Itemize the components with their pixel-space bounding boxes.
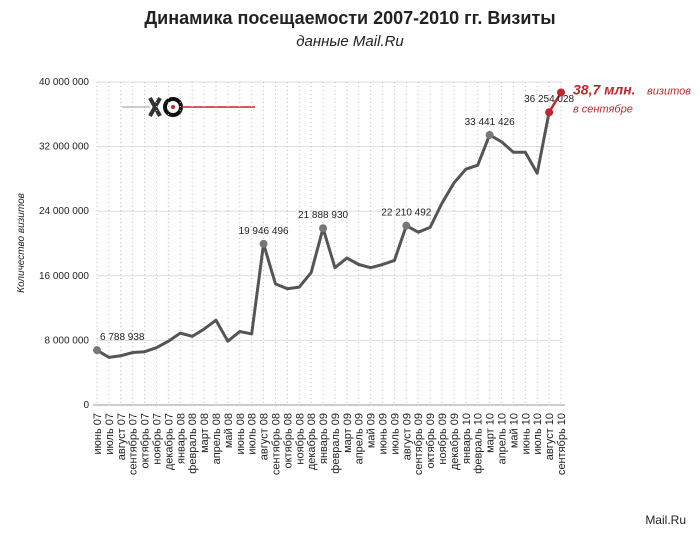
x-tick-label: май 10 [508, 413, 520, 448]
x-tick-label: июль 08 [247, 413, 259, 455]
x-tick-label: апрель 10 [497, 413, 509, 464]
x-tick-label: январь 09 [318, 413, 330, 464]
y-tick-label: 8 000 000 [45, 335, 90, 346]
x-tick-label: июнь 09 [378, 413, 390, 455]
point [545, 108, 554, 117]
logo [122, 97, 255, 117]
x-tick-label: февраль 10 [473, 413, 485, 474]
x-tick-label: май 09 [366, 413, 378, 448]
chart-subtitle: данные Mail.Ru [296, 33, 404, 50]
x-tick-label: июль 09 [389, 413, 401, 455]
value-label: 33 441 426 [465, 117, 515, 128]
x-tick-label: октябрь 07 [140, 413, 152, 469]
x-tick-label: ноябрь 07 [151, 413, 163, 465]
x-tick-label: январь 08 [175, 413, 187, 464]
x-tick-label: июнь 07 [92, 413, 104, 455]
y-axis-label: Количество визитов [16, 193, 27, 293]
x-tick-label: январь 10 [461, 413, 473, 464]
x-tick-label: март 08 [199, 413, 211, 453]
x-tick-label: ноябрь 09 [437, 413, 449, 465]
value-label: 22 210 492 [381, 208, 431, 219]
point [319, 224, 328, 233]
point [485, 130, 494, 139]
x-tick-label: апрель 08 [211, 413, 223, 464]
x-tick-label: июль 10 [532, 413, 544, 455]
x-tick-label: апрель 09 [354, 413, 366, 464]
y-tick-label: 16 000 000 [39, 271, 89, 282]
value-label: 21 888 930 [298, 210, 348, 221]
annotation: в сентябре [573, 103, 633, 115]
x-tick-label: декабрь 07 [163, 413, 175, 470]
y-tick-label: 32 000 000 [39, 142, 89, 153]
source: Mail.Ru [645, 513, 686, 527]
x-tick-label: март 10 [485, 413, 497, 453]
x-tick-label: февраль 09 [330, 413, 342, 474]
point [259, 239, 268, 248]
x-tick-label: июнь 08 [235, 413, 247, 455]
value-label: 6 788 938 [100, 332, 145, 343]
value-label: 19 946 496 [239, 226, 289, 237]
x-tick-label: август 07 [116, 413, 128, 460]
point [93, 346, 101, 355]
x-tick-label: май 08 [223, 413, 235, 448]
x-tick-label: февраль 08 [187, 413, 199, 474]
x-tick-label: октябрь 08 [282, 413, 294, 469]
y-tick-label: 24 000 000 [39, 206, 89, 217]
value-label: 38,7 млн. [573, 81, 636, 97]
point [557, 88, 565, 97]
y-tick-label: 0 [83, 400, 89, 411]
x-tick-label: июнь 10 [520, 413, 532, 455]
annotation: визитов [647, 85, 691, 97]
x-tick-label: август 10 [544, 413, 556, 460]
x-tick-label: сентябрь 10 [556, 413, 568, 475]
x-tick-label: сентябрь 07 [128, 413, 140, 475]
x-tick-label: декабрь 09 [449, 413, 461, 470]
x-tick-label: сентябрь 09 [413, 413, 425, 475]
x-tick-label: август 09 [401, 413, 413, 460]
chart-title: Динамика посещаемости 2007-2010 гг. Визи… [144, 8, 555, 28]
x-tick-label: июль 07 [104, 413, 116, 455]
point [402, 221, 411, 230]
x-tick-label: ноябрь 08 [294, 413, 306, 465]
x-tick-label: август 08 [259, 413, 271, 460]
y-tick-label: 40 000 000 [39, 77, 89, 88]
x-tick-label: декабрь 08 [306, 413, 318, 470]
x-tick-label: март 09 [342, 413, 354, 453]
value-label: 36 254 028 [524, 94, 574, 105]
x-tick-label: октябрь 09 [425, 413, 437, 469]
x-tick-label: сентябрь 08 [270, 413, 282, 475]
